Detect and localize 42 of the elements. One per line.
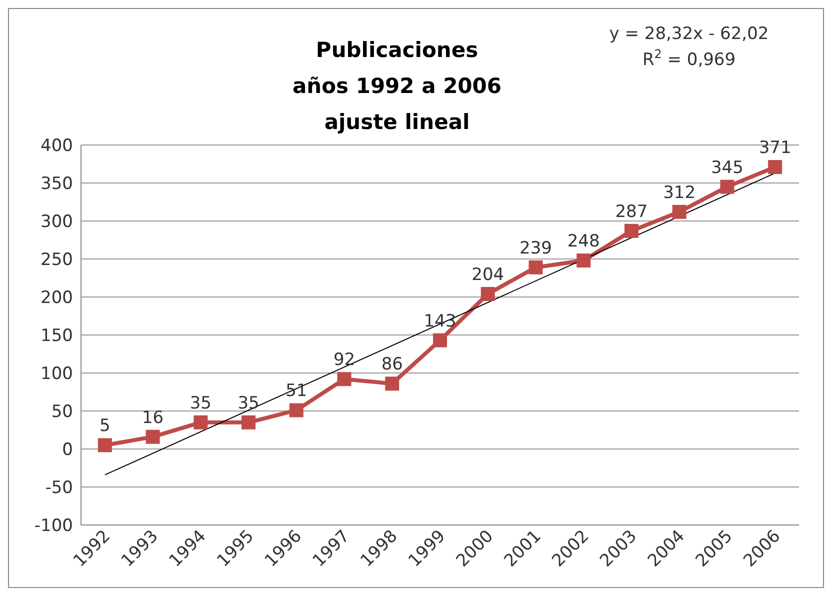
data-label: 248 [567,232,600,252]
point [528,260,543,274]
data-label: 5 [100,416,110,436]
point [194,415,208,430]
point [433,333,447,348]
data-label: 35 [238,393,260,414]
point [576,254,591,268]
y-tick-label: -50 [45,478,73,498]
data-label: 312 [663,182,696,203]
text: y = 28,32x - 62,02 [609,24,769,44]
data-label: 345 [710,158,744,178]
data-label: 35 [190,393,212,414]
data-label: 371 [758,138,792,158]
point [146,430,160,444]
y-tick-label: 150 [40,326,73,346]
data-label: 16 [142,408,164,428]
y-tick-label: 200 [40,288,73,308]
y-tick-label: -100 [34,516,73,536]
point [98,438,112,452]
y-tick-label: 350 [40,174,73,194]
point [385,376,400,391]
y-tick-label: 250 [40,250,73,270]
data-label: 239 [520,238,552,258]
y-tick-label: 400 [40,136,73,156]
data-label: 204 [472,264,504,285]
point [337,372,352,386]
point [480,286,495,301]
y-tick-label: 0 [62,440,73,460]
text: R$^{2}$ = 0,969 [642,47,736,70]
point [624,224,638,238]
data-label: 86 [381,354,403,375]
data-label: 92 [333,350,356,370]
point [289,403,304,418]
data-label: 287 [615,202,648,222]
y-tick-label: 50 [51,402,73,422]
point [242,415,256,430]
chart-title: Publicaciones años 1992 a 2006 ajuste lineal [292,38,502,134]
point [720,180,734,194]
y-tick-label: 100 [40,364,73,384]
y-tick-label: 300 [40,212,73,232]
point [672,204,686,219]
point [768,160,782,174]
